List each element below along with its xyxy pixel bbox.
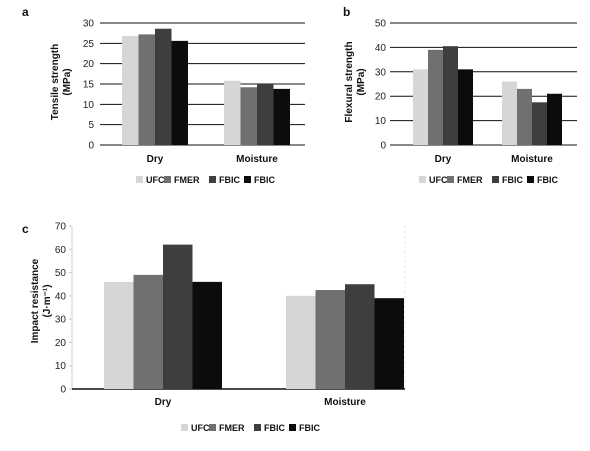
legend-swatch bbox=[244, 176, 251, 183]
y-tick-label: 40 bbox=[55, 291, 67, 302]
x-tick-label: Moisture bbox=[324, 397, 366, 408]
bar bbox=[413, 69, 428, 145]
legend-swatch bbox=[136, 176, 143, 183]
y-tick-label: 40 bbox=[375, 43, 387, 54]
y-tick-label: 5 bbox=[88, 120, 94, 131]
legend-swatch bbox=[527, 176, 534, 183]
bar bbox=[345, 284, 375, 389]
chart-a: a 0 5 10 15 20 25 30 Dry Moisture Tensile strength… bbox=[22, 5, 305, 185]
bar bbox=[257, 84, 274, 145]
chart-c: c 0 10 20 30 40 50 60 70 Dry Moisture Impact resist… bbox=[22, 222, 406, 433]
y-tick-label: 10 bbox=[375, 116, 387, 127]
y-tick-label: 25 bbox=[83, 39, 95, 50]
y-tick-label: 0 bbox=[380, 141, 386, 152]
legend-label: FMER bbox=[457, 175, 483, 185]
y-axis-label-line: (MPa) bbox=[62, 68, 73, 95]
legend-label: FMER bbox=[219, 423, 245, 433]
legend-label: UFC bbox=[429, 175, 448, 185]
y-axis-label-line: (MPa) bbox=[356, 68, 367, 95]
bar bbox=[443, 46, 458, 145]
bar bbox=[273, 88, 290, 145]
bar bbox=[104, 281, 134, 389]
panel-label: c bbox=[22, 222, 29, 236]
legend-label: FBIC bbox=[219, 175, 240, 185]
legend-swatch bbox=[164, 176, 171, 183]
legend-swatch bbox=[289, 424, 296, 431]
y-tick-label: 20 bbox=[55, 338, 67, 349]
bar bbox=[133, 274, 163, 389]
x-tick-label: Dry bbox=[435, 154, 452, 165]
panel-label: b bbox=[343, 5, 350, 19]
y-axis-label-line: Flexural strength bbox=[344, 41, 355, 122]
x-tick-label: Dry bbox=[155, 397, 172, 408]
legend-label: FMER bbox=[174, 175, 200, 185]
y-axis-label-line: Impact resistance bbox=[30, 258, 41, 343]
y-axis-label-line: Tensile strength bbox=[50, 44, 61, 121]
y-tick-label: 10 bbox=[55, 361, 67, 372]
chart-b: b 0 10 20 30 40 50 Dry Moisture Flexural strength… bbox=[343, 5, 577, 185]
bar bbox=[502, 81, 517, 145]
y-tick-label: 0 bbox=[88, 141, 94, 152]
panel-label: a bbox=[22, 5, 29, 19]
legend-label: FBIC bbox=[537, 175, 558, 185]
y-axis-label-line: (J·m⁻¹) bbox=[42, 284, 53, 317]
y-tick-label: 70 bbox=[55, 222, 67, 233]
legend-label: FBIC bbox=[502, 175, 523, 185]
legend-swatch bbox=[419, 176, 426, 183]
bar bbox=[286, 295, 316, 389]
legend-swatch bbox=[209, 176, 216, 183]
x-tick-label: Dry bbox=[147, 154, 164, 165]
legend-label: UFC bbox=[146, 175, 165, 185]
y-tick-label: 15 bbox=[83, 80, 95, 91]
bar bbox=[315, 290, 345, 389]
legend-label: FBIC bbox=[299, 423, 320, 433]
bar bbox=[458, 69, 473, 145]
bar bbox=[155, 28, 172, 146]
bar bbox=[192, 281, 222, 389]
bar bbox=[224, 80, 241, 145]
legend-label: FBIC bbox=[264, 423, 285, 433]
bar bbox=[171, 40, 188, 145]
bar bbox=[428, 49, 443, 146]
legend-swatch bbox=[181, 424, 188, 431]
legend-label: UFC bbox=[191, 423, 210, 433]
legend-swatch bbox=[254, 424, 261, 431]
y-tick-label: 50 bbox=[375, 19, 387, 30]
y-tick-label: 10 bbox=[83, 100, 95, 111]
legend-swatch bbox=[447, 176, 454, 183]
y-tick-label: 20 bbox=[83, 59, 95, 70]
x-tick-label: Moisture bbox=[511, 154, 553, 165]
legend-swatch bbox=[209, 424, 216, 431]
y-tick-label: 0 bbox=[60, 385, 66, 396]
bar bbox=[240, 87, 257, 145]
y-tick-label: 60 bbox=[55, 245, 67, 256]
y-tick-label: 30 bbox=[375, 67, 387, 78]
bar bbox=[163, 244, 193, 389]
bar bbox=[532, 102, 547, 145]
bar bbox=[517, 88, 532, 145]
y-axis-label: Tensile strength(MPa) bbox=[50, 44, 73, 121]
y-tick-label: 20 bbox=[375, 92, 387, 103]
bar bbox=[547, 93, 562, 145]
y-axis-label: Impact resistance(J·m⁻¹) bbox=[30, 258, 53, 343]
y-tick-label: 50 bbox=[55, 268, 67, 279]
bar bbox=[374, 298, 404, 389]
bar bbox=[122, 36, 139, 145]
x-tick-label: Moisture bbox=[236, 154, 278, 165]
y-tick-label: 30 bbox=[55, 315, 67, 326]
y-axis-label: Flexural strength(MPa) bbox=[344, 41, 367, 122]
legend-swatch bbox=[492, 176, 499, 183]
legend-label: FBIC bbox=[254, 175, 275, 185]
bar bbox=[138, 34, 155, 145]
y-tick-label: 30 bbox=[83, 19, 95, 30]
